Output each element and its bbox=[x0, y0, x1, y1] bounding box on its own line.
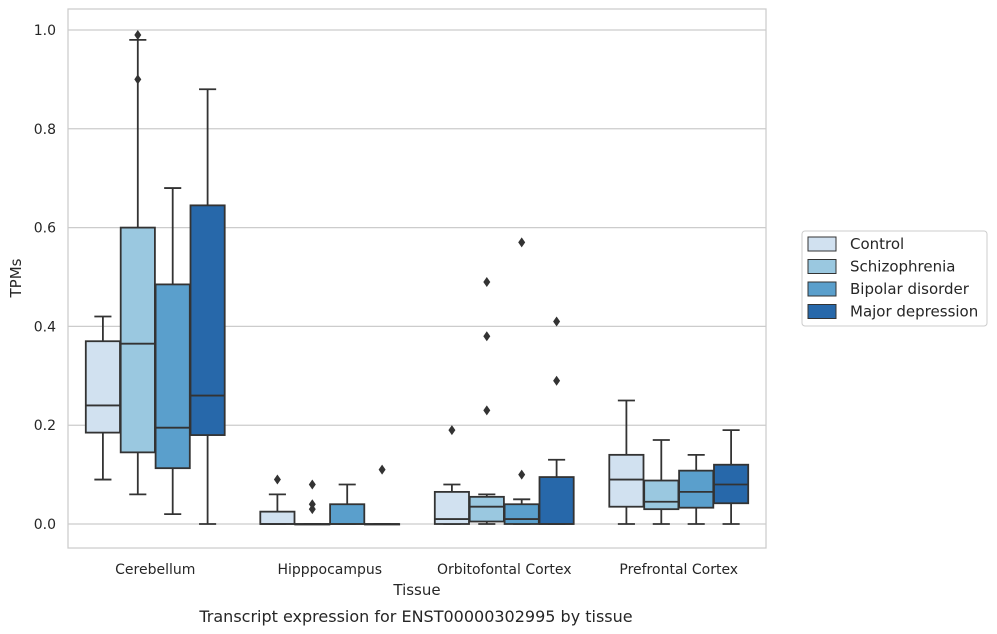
y-tick-label: 1.0 bbox=[34, 23, 56, 39]
legend-frame bbox=[801, 230, 988, 327]
x-tick-label: Hipppocampus bbox=[277, 562, 382, 578]
outlier-point bbox=[553, 316, 561, 327]
outlier-point bbox=[308, 499, 316, 510]
y-tick-label: 0.6 bbox=[34, 221, 56, 237]
legend-swatch bbox=[807, 236, 837, 252]
box-major-depression bbox=[538, 316, 575, 525]
outlier-point bbox=[518, 237, 526, 248]
box-body bbox=[503, 503, 540, 525]
plot-frame bbox=[67, 8, 767, 549]
outlier-point bbox=[378, 464, 386, 475]
box-bipolar-disorder bbox=[678, 453, 715, 525]
legend-swatch bbox=[807, 259, 837, 274]
outlier-point bbox=[553, 375, 561, 386]
y-tick-label: 0.8 bbox=[34, 122, 56, 138]
outlier-point bbox=[134, 29, 142, 40]
box-body bbox=[84, 340, 121, 434]
box-control bbox=[84, 315, 121, 481]
box-body bbox=[538, 476, 575, 525]
box-control bbox=[433, 425, 470, 525]
box-bipolar-disorder bbox=[154, 187, 191, 516]
box-major-depression bbox=[713, 429, 750, 525]
x-axis-label: Tissue bbox=[392, 581, 440, 599]
outlier-point bbox=[483, 405, 491, 416]
y-axis-label: TPMs bbox=[7, 258, 25, 298]
box-major-depression bbox=[364, 464, 401, 526]
box-body bbox=[189, 204, 226, 436]
box-bipolar-disorder bbox=[329, 483, 366, 525]
box-body bbox=[608, 453, 645, 508]
legend: Control Schizophrenia Bipolar disorder Majo… bbox=[801, 230, 988, 327]
x-tick-label: Prefrontal Cortex bbox=[619, 562, 738, 578]
box-schizophrenia bbox=[119, 29, 156, 496]
outlier-point bbox=[483, 276, 491, 287]
legend-swatch bbox=[807, 281, 837, 297]
legend-label: Schizophrenia bbox=[850, 258, 955, 276]
box-major-depression bbox=[189, 88, 226, 525]
y-tick-label: 0.2 bbox=[34, 418, 56, 434]
y-axis-ticks: 0.0 0.2 0.4 0.6 0.8 1.0 bbox=[34, 23, 56, 533]
box-body bbox=[678, 469, 715, 509]
legend-label: Bipolar disorder bbox=[850, 280, 970, 298]
box-body bbox=[329, 503, 366, 525]
x-axis-ticks: Cerebellum Hipppocampus Orbitofontal Corte… bbox=[115, 562, 738, 578]
box-body bbox=[468, 495, 505, 523]
y-tick-label: 0.0 bbox=[34, 517, 56, 533]
outlier-point bbox=[483, 331, 491, 342]
box-body bbox=[259, 510, 296, 525]
x-tick-label: Orbitofontal Cortex bbox=[437, 562, 572, 578]
box-body bbox=[154, 283, 191, 470]
box-schizophrenia bbox=[294, 479, 331, 526]
legend-swatch bbox=[807, 304, 837, 319]
outlier-point bbox=[308, 479, 316, 490]
outlier-point bbox=[448, 425, 456, 436]
outlier-point bbox=[134, 74, 142, 85]
box-schizophrenia bbox=[643, 439, 680, 525]
legend-label: Control bbox=[850, 235, 904, 253]
outlier-point bbox=[518, 469, 526, 480]
x-tick-label: Cerebellum bbox=[115, 562, 195, 578]
box-schizophrenia bbox=[468, 276, 505, 525]
box-plot-area bbox=[84, 29, 750, 526]
legend-label: Major depression bbox=[850, 303, 978, 321]
box-bipolar-disorder bbox=[503, 237, 540, 525]
y-tick-label: 0.4 bbox=[34, 319, 56, 335]
outlier-point bbox=[273, 474, 281, 485]
figure-caption: Transcript expression for ENST0000030299… bbox=[198, 607, 632, 626]
box-body bbox=[643, 479, 680, 511]
box-body bbox=[119, 226, 156, 454]
box-control bbox=[259, 474, 296, 525]
box-control bbox=[608, 399, 645, 525]
